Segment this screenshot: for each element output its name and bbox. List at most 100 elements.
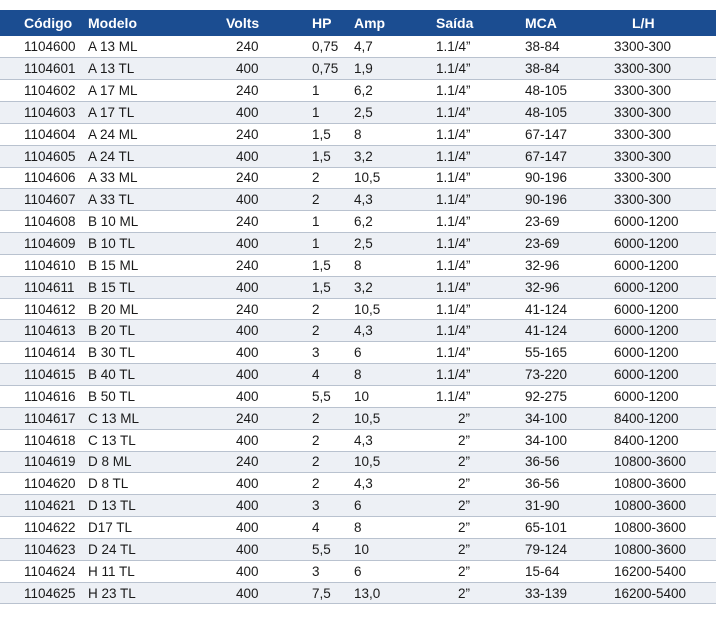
modelo-cell: B 30 TL xyxy=(82,341,202,365)
hp-cell: 2 xyxy=(272,429,354,452)
modelo-cell: B 20 TL xyxy=(82,319,202,343)
modelo-cell: C 13 ML xyxy=(82,407,202,430)
hp-cell: 1,5 xyxy=(272,276,354,299)
amp-cell: 4,3 xyxy=(354,188,436,212)
lh-cell: 6000-1200 xyxy=(614,319,716,343)
mca-cell: 41-124 xyxy=(525,319,614,343)
hp-cell: 5,5 xyxy=(272,538,354,561)
table-row: 1104612 B 20 ML 240 2 10,5 1.1/4” 41-124 6000-1… xyxy=(0,298,716,321)
volts-cell: 240 xyxy=(202,298,272,321)
codigo-cell: 1104614 xyxy=(0,341,82,365)
amp-cell: 3,2 xyxy=(354,145,436,168)
modelo-cell: A 17 ML xyxy=(82,79,202,103)
codigo-cell: 1104618 xyxy=(0,429,82,452)
volts-cell: 240 xyxy=(202,451,272,474)
modelo-cell: A 17 TL xyxy=(82,101,202,124)
lh-cell: 10800-3600 xyxy=(614,451,716,474)
table-row: 1104609 B 10 TL 400 1 2,5 1.1/4” 23-69 6000-120… xyxy=(0,232,716,255)
table-row: 1104603 A 17 TL 400 1 2,5 1.1/4” 48-105 3300-30… xyxy=(0,101,716,124)
saida-cell: 1.1/4” xyxy=(436,385,525,408)
pump-spec-table: Código Modelo Volts HP Amp Saída MCA L/H… xyxy=(0,10,716,605)
hp-cell: 3 xyxy=(272,341,354,365)
volts-cell: 240 xyxy=(202,167,272,190)
saida-cell: 1.1/4” xyxy=(436,276,525,299)
amp-cell: 8 xyxy=(354,516,436,539)
volts-cell: 400 xyxy=(202,101,272,124)
table-header-row: Código Modelo Volts HP Amp Saída MCA L/H xyxy=(0,10,716,36)
lh-cell: 8400-1200 xyxy=(614,407,716,430)
table-row: 1104625 H 23 TL 400 7,5 13,0 2” 33-139 16200-54… xyxy=(0,582,716,605)
table-row: 1104619 D 8 ML 240 2 10,5 2” 36-56 10800-3600 xyxy=(0,451,716,474)
saida-cell: 2” xyxy=(436,538,525,561)
saida-cell: 1.1/4” xyxy=(436,319,525,343)
mca-cell: 23-69 xyxy=(525,232,614,255)
volts-cell: 240 xyxy=(202,407,272,430)
amp-cell: 6,2 xyxy=(354,79,436,103)
lh-cell: 3300-300 xyxy=(614,167,716,190)
table-row: 1104601 A 13 TL 400 0,75 1,9 1.1/4” 38-84 3300-… xyxy=(0,57,716,81)
saida-cell: 1.1/4” xyxy=(436,254,525,277)
volts-cell: 400 xyxy=(202,429,272,452)
modelo-cell: A 33 TL xyxy=(82,188,202,212)
volts-cell: 400 xyxy=(202,57,272,81)
lh-cell: 16200-5400 xyxy=(614,560,716,583)
mca-cell: 34-100 xyxy=(525,407,614,430)
amp-cell: 8 xyxy=(354,254,436,277)
amp-cell: 8 xyxy=(354,123,436,146)
hp-cell: 1 xyxy=(272,79,354,103)
amp-cell: 10,5 xyxy=(354,407,436,430)
amp-cell: 4,3 xyxy=(354,319,436,343)
table-row: 1104615 B 40 TL 400 4 8 1.1/4” 73-220 6000-1200 xyxy=(0,363,716,386)
codigo-cell: 1104609 xyxy=(0,232,82,255)
table-row: 1104618 C 13 TL 400 2 4,3 2” 34-100 8400-1200 xyxy=(0,429,716,452)
saida-cell: 1.1/4” xyxy=(436,167,525,190)
codigo-cell: 1104620 xyxy=(0,472,82,496)
volts-cell: 400 xyxy=(202,319,272,343)
table-row: 1104600 A 13 ML 240 0,75 4,7 1.1/4” 38-84 3300-… xyxy=(0,36,716,59)
lh-cell: 10800-3600 xyxy=(614,494,716,518)
modelo-cell: B 15 TL xyxy=(82,276,202,299)
mca-cell: 38-84 xyxy=(525,36,614,59)
mca-cell: 31-90 xyxy=(525,494,614,518)
codigo-cell: 1104625 xyxy=(0,582,82,605)
volts-cell: 240 xyxy=(202,79,272,103)
volts-cell: 400 xyxy=(202,582,272,605)
mca-cell: 38-84 xyxy=(525,57,614,81)
amp-cell: 2,5 xyxy=(354,101,436,124)
modelo-cell: B 50 TL xyxy=(82,385,202,408)
saida-cell: 1.1/4” xyxy=(436,123,525,146)
header-mca: MCA xyxy=(525,10,614,36)
codigo-cell: 1104622 xyxy=(0,516,82,539)
hp-cell: 2 xyxy=(272,298,354,321)
table-row: 1104607 A 33 TL 400 2 4,3 1.1/4” 90-196 3300-30… xyxy=(0,188,716,212)
header-saida: Saída xyxy=(436,10,525,36)
table-row: 1104614 B 30 TL 400 3 6 1.1/4” 55-165 6000-1200 xyxy=(0,341,716,365)
table-row: 1104608 B 10 ML 240 1 6,2 1.1/4” 23-69 6000-120… xyxy=(0,210,716,234)
lh-cell: 6000-1200 xyxy=(614,254,716,277)
modelo-cell: A 24 TL xyxy=(82,145,202,168)
modelo-cell: C 13 TL xyxy=(82,429,202,452)
hp-cell: 3 xyxy=(272,560,354,583)
hp-cell: 2 xyxy=(272,167,354,190)
table-row: 1104611 B 15 TL 400 1,5 3,2 1.1/4” 32-96 6000-1… xyxy=(0,276,716,299)
saida-cell: 2” xyxy=(436,429,525,452)
lh-cell: 10800-3600 xyxy=(614,538,716,561)
codigo-cell: 1104617 xyxy=(0,407,82,430)
lh-cell: 6000-1200 xyxy=(614,298,716,321)
table-row: 1104620 D 8 TL 400 2 4,3 2” 36-56 10800-3600 xyxy=(0,472,716,496)
table-row: 1104616 B 50 TL 400 5,5 10 1.1/4” 92-275 6000-1… xyxy=(0,385,716,408)
mca-cell: 15-64 xyxy=(525,560,614,583)
mca-cell: 67-147 xyxy=(525,123,614,146)
lh-cell: 10800-3600 xyxy=(614,516,716,539)
volts-cell: 400 xyxy=(202,472,272,496)
volts-cell: 400 xyxy=(202,538,272,561)
lh-cell: 8400-1200 xyxy=(614,429,716,452)
saida-cell: 1.1/4” xyxy=(436,210,525,234)
modelo-cell: D 24 TL xyxy=(82,538,202,561)
codigo-cell: 1104600 xyxy=(0,36,82,59)
mca-cell: 34-100 xyxy=(525,429,614,452)
lh-cell: 6000-1200 xyxy=(614,341,716,365)
table-row: 1104610 B 15 ML 240 1,5 8 1.1/4” 32-96 6000-120… xyxy=(0,254,716,277)
mca-cell: 36-56 xyxy=(525,472,614,496)
saida-cell: 1.1/4” xyxy=(436,145,525,168)
